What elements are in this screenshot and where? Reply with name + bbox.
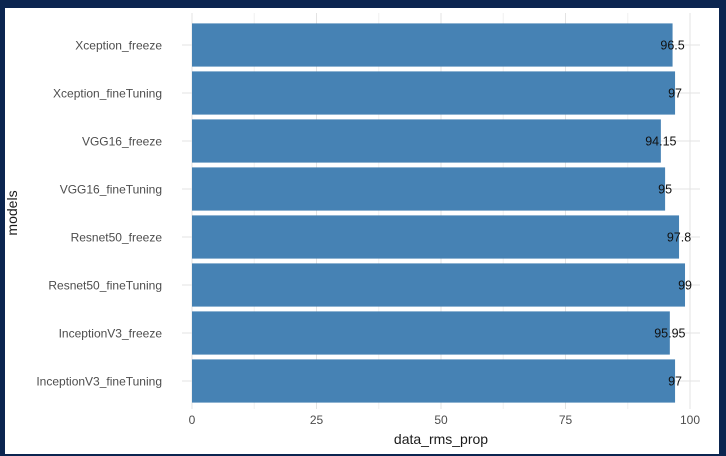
bars-group [192,23,686,403]
x-tick-label: 75 [559,413,573,427]
data-label: 95.95 [654,327,685,341]
y-tick-label: Resnet50_freeze [71,231,163,245]
bar [192,215,680,259]
bar [192,311,670,355]
y-tick-labels: Xception_freeze Xception_fineTuning VGG16_… [36,39,162,389]
bar [192,359,676,403]
y-tick-label: VGG16_fineTuning [60,183,162,197]
chart-panel: 96.5 97 94.15 95 97.8 99 95.95 97 Xception_free… [5,8,719,454]
bar [192,119,661,163]
data-label: 94.15 [645,135,676,149]
y-tick-label: InceptionV3_freeze [59,327,163,341]
data-label: 97 [668,375,682,389]
data-label: 97.8 [667,231,691,245]
x-tick-labels: 0 25 50 75 100 [189,413,701,427]
y-tick-label: Xception_fineTuning [53,87,162,101]
x-tick-label: 50 [434,413,448,427]
data-label: 96.5 [660,39,684,53]
x-axis-title: data_rms_prop [394,431,488,447]
data-label: 95 [658,183,672,197]
data-label: 99 [678,279,692,293]
x-tick-label: 25 [310,413,324,427]
y-tick-label: InceptionV3_fineTuning [36,375,162,389]
y-tick-label: Xception_freeze [75,39,162,53]
bar [192,167,666,211]
y-tick-label: Resnet50_fineTuning [48,279,162,293]
y-tick-label: VGG16_freeze [82,135,162,149]
data-labels-group: 96.5 97 94.15 95 97.8 99 95.95 97 [645,39,692,389]
x-tick-label: 0 [189,413,196,427]
bar [192,71,676,115]
x-tick-label: 100 [680,413,700,427]
bar [192,23,673,67]
bar [192,263,686,307]
data-label: 97 [668,87,682,101]
bar-chart: 96.5 97 94.15 95 97.8 99 95.95 97 Xception_free… [5,13,701,447]
y-axis-title: models [5,190,20,235]
